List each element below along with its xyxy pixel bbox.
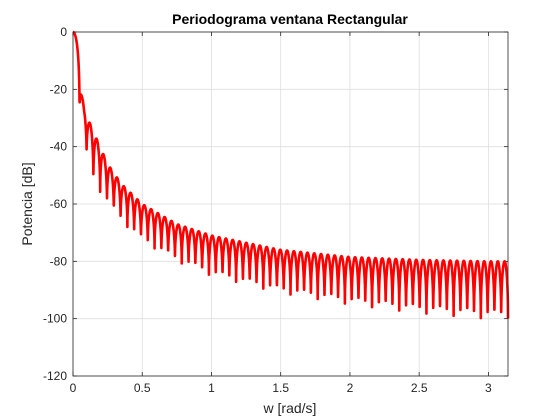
x-tick-label: 0.5 [134, 381, 151, 395]
y-tick-label: -60 [50, 197, 68, 211]
x-tick-label: 1 [208, 381, 215, 395]
series-layer [71, 30, 510, 320]
x-tick-label: 0 [70, 381, 77, 395]
y-axis-label: Potencia [dB] [19, 162, 35, 245]
x-tick-label: 2.5 [411, 381, 428, 395]
y-tick-label: -20 [50, 82, 68, 96]
plot-frame [72, 31, 509, 377]
chart-title: Periodograma ventana Rectangular [172, 11, 408, 27]
y-tick-label: -120 [43, 369, 67, 383]
y-tick-label: 0 [60, 25, 67, 39]
x-tick-label: 2 [347, 381, 354, 395]
series-line [71, 30, 510, 320]
y-tick-label: -40 [50, 140, 68, 154]
y-tick-label: -100 [43, 312, 67, 326]
x-tick-label: 1.5 [272, 381, 289, 395]
y-tick-label: -80 [50, 254, 68, 268]
x-tick-label: 3 [485, 381, 492, 395]
x-axis-label: w [rad/s] [263, 400, 317, 416]
x-tick-labels: 0 0.5 1 1.5 2 2.5 3 [70, 381, 492, 395]
y-tick-labels: 0 -20 -40 -60 -80 -100 -120 [43, 25, 67, 383]
